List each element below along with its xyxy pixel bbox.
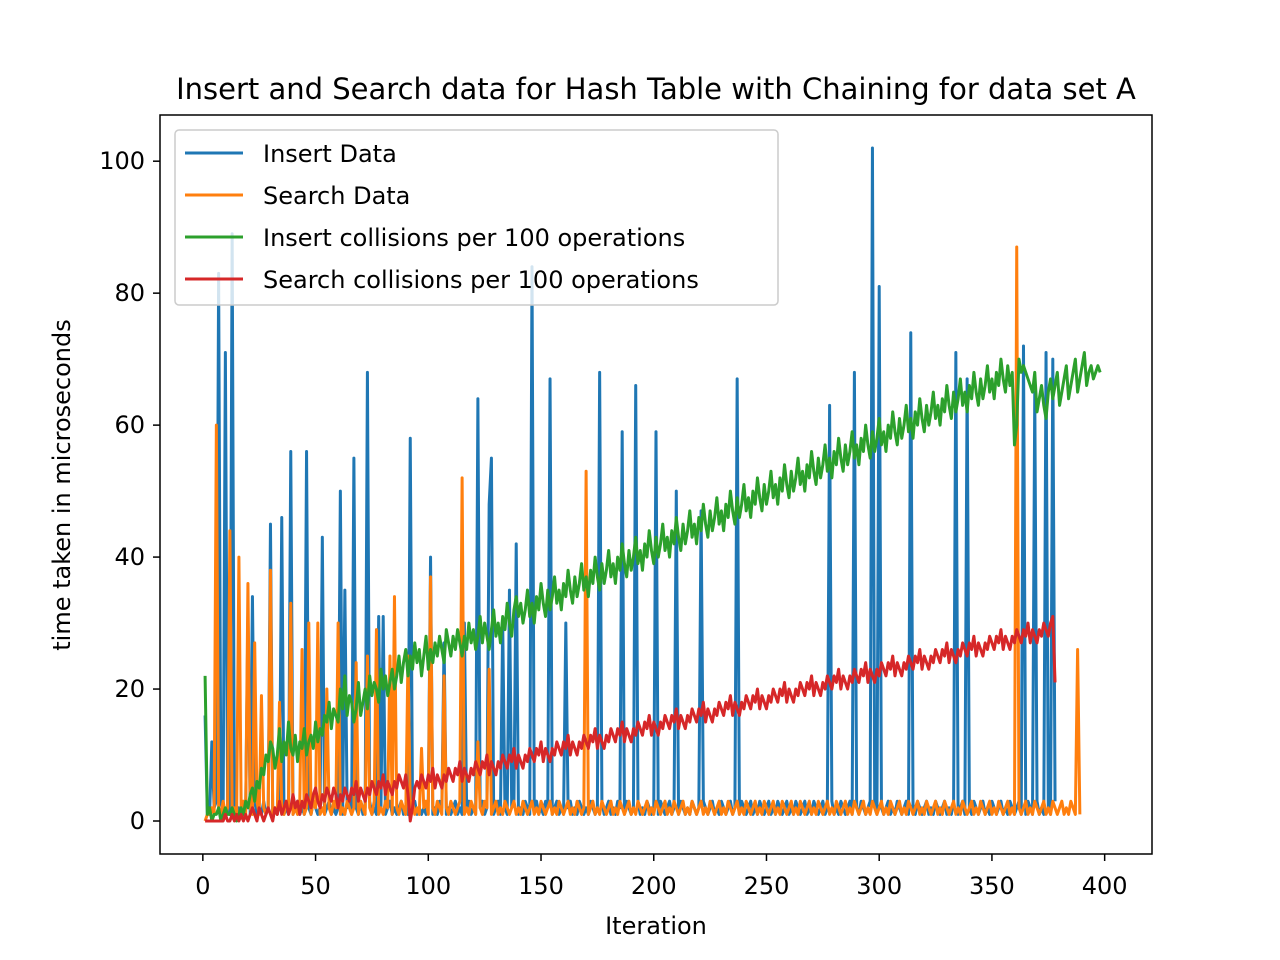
x-tick-label: 250 bbox=[744, 872, 790, 900]
legend-label: Search Data bbox=[263, 182, 410, 210]
chart-title: Insert and Search data for Hash Table wi… bbox=[176, 72, 1136, 106]
legend-box bbox=[174, 129, 779, 306]
x-tick-label: 100 bbox=[405, 872, 451, 900]
y-axis-title: time taken in microseconds bbox=[48, 319, 76, 651]
x-tick-label: 300 bbox=[856, 872, 902, 900]
series-line-3 bbox=[205, 614, 1057, 823]
y-axis: 0 20 40 60 80 100 bbox=[99, 147, 160, 835]
legend-label: Insert Data bbox=[263, 140, 397, 168]
y-tick-label: 80 bbox=[114, 279, 145, 307]
plot-frame bbox=[159, 114, 1153, 855]
series-line-2 bbox=[203, 351, 1102, 823]
x-tick-label: 400 bbox=[1082, 872, 1128, 900]
series-layer bbox=[203, 146, 1102, 823]
x-tick-label: 150 bbox=[518, 872, 564, 900]
x-tick-label: 200 bbox=[631, 872, 677, 900]
y-tick-label: 20 bbox=[114, 675, 145, 703]
x-axis: 0 50 100 150 200 250 300 350 400 bbox=[195, 854, 1128, 900]
legend: Insert Data Search Data Insert collisions … bbox=[174, 129, 779, 306]
x-axis-title: Iteration bbox=[605, 912, 707, 940]
y-tick-label: 100 bbox=[99, 147, 145, 175]
legend-label: Insert collisions per 100 operations bbox=[263, 224, 685, 252]
x-tick-label: 0 bbox=[195, 872, 210, 900]
y-tick-label: 0 bbox=[130, 807, 145, 835]
series-line-1 bbox=[203, 245, 1082, 822]
y-tick-label: 60 bbox=[114, 411, 145, 439]
x-tick-label: 50 bbox=[300, 872, 331, 900]
x-tick-label: 350 bbox=[969, 872, 1015, 900]
legend-label: Search collisions per 100 operations bbox=[263, 266, 699, 294]
y-tick-label: 40 bbox=[114, 543, 145, 571]
